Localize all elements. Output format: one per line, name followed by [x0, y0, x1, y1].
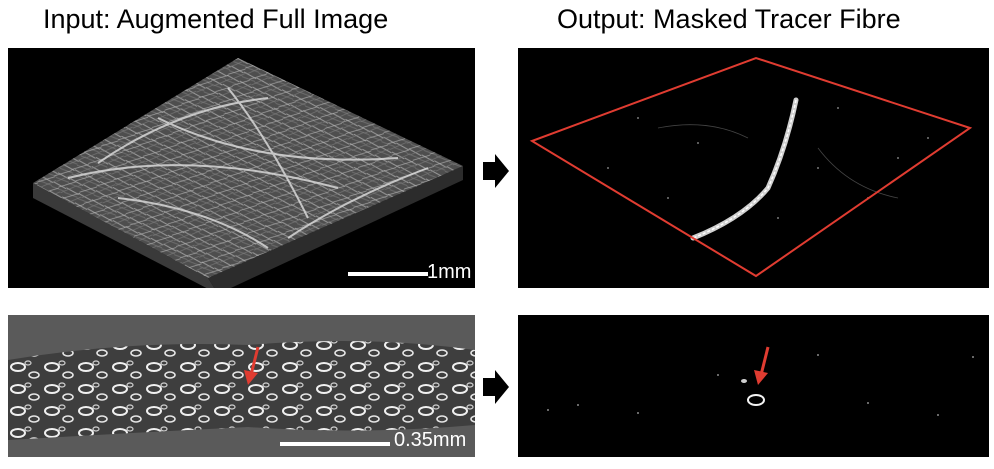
scale-bar-top: [348, 272, 428, 276]
down-arrow-icon: [759, 346, 770, 376]
input-slice-panel: 0.35mm: [8, 315, 475, 457]
input-title: Input: Augmented Full Image: [43, 4, 389, 34]
scale-bar-bottom: [280, 442, 390, 446]
region-outline: [529, 56, 973, 278]
right-arrow-icon: [483, 370, 509, 404]
right-arrow-icon: [483, 154, 509, 188]
output-slice-panel: [518, 315, 989, 457]
scale-label-top: 1mm: [427, 261, 472, 283]
input-volume-panel: 1mm: [8, 48, 475, 288]
scale-label-bottom: 0.35mm: [394, 429, 467, 451]
volume-render: [33, 58, 463, 288]
down-arrow-icon: [249, 346, 260, 376]
masked-slice-render: [547, 346, 974, 416]
fibre-render: [529, 56, 973, 278]
output-title: Output: Masked Tracer Fibre: [557, 4, 901, 34]
slice-render: [8, 341, 475, 440]
output-fibre-panel: [518, 48, 989, 288]
